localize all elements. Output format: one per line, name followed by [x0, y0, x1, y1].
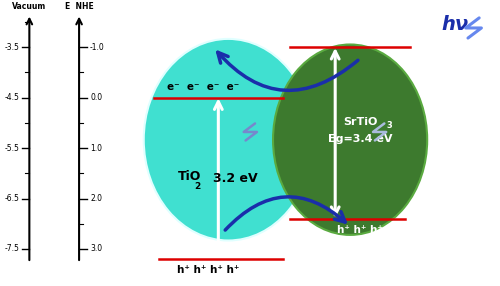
Text: -5.5: -5.5	[4, 144, 20, 153]
Text: hν: hν	[441, 15, 468, 34]
Text: -7.5: -7.5	[4, 245, 20, 253]
Text: 2: 2	[194, 182, 201, 191]
Text: 0.0: 0.0	[90, 93, 102, 102]
Ellipse shape	[144, 39, 313, 241]
Text: -6.5: -6.5	[4, 194, 20, 203]
Text: Eg=3.4 eV: Eg=3.4 eV	[328, 134, 392, 144]
Text: 2.0: 2.0	[90, 194, 102, 203]
Text: -1.0: -1.0	[90, 43, 105, 52]
Text: TiO: TiO	[178, 170, 201, 183]
Text: -3.5: -3.5	[4, 43, 20, 52]
Text: h⁺ h⁺ h⁺: h⁺ h⁺ h⁺	[337, 225, 383, 235]
Text: Vacuum: Vacuum	[12, 2, 46, 11]
Ellipse shape	[273, 45, 427, 235]
Text: 3.2 eV: 3.2 eV	[214, 172, 258, 185]
Text: -4.5: -4.5	[4, 93, 20, 102]
Text: e⁻  e⁻  e⁻: e⁻ e⁻ e⁻	[334, 32, 386, 42]
Text: 1.0: 1.0	[90, 144, 102, 153]
Text: 3.0: 3.0	[90, 245, 102, 253]
Text: SrTiO: SrTiO	[343, 117, 377, 127]
Text: e⁻  e⁻  e⁻  e⁻: e⁻ e⁻ e⁻ e⁻	[168, 82, 240, 92]
Text: 3: 3	[386, 122, 392, 130]
Text: h⁺ h⁺ h⁺ h⁺: h⁺ h⁺ h⁺ h⁺	[177, 265, 240, 275]
Text: E  NHE: E NHE	[64, 2, 94, 11]
